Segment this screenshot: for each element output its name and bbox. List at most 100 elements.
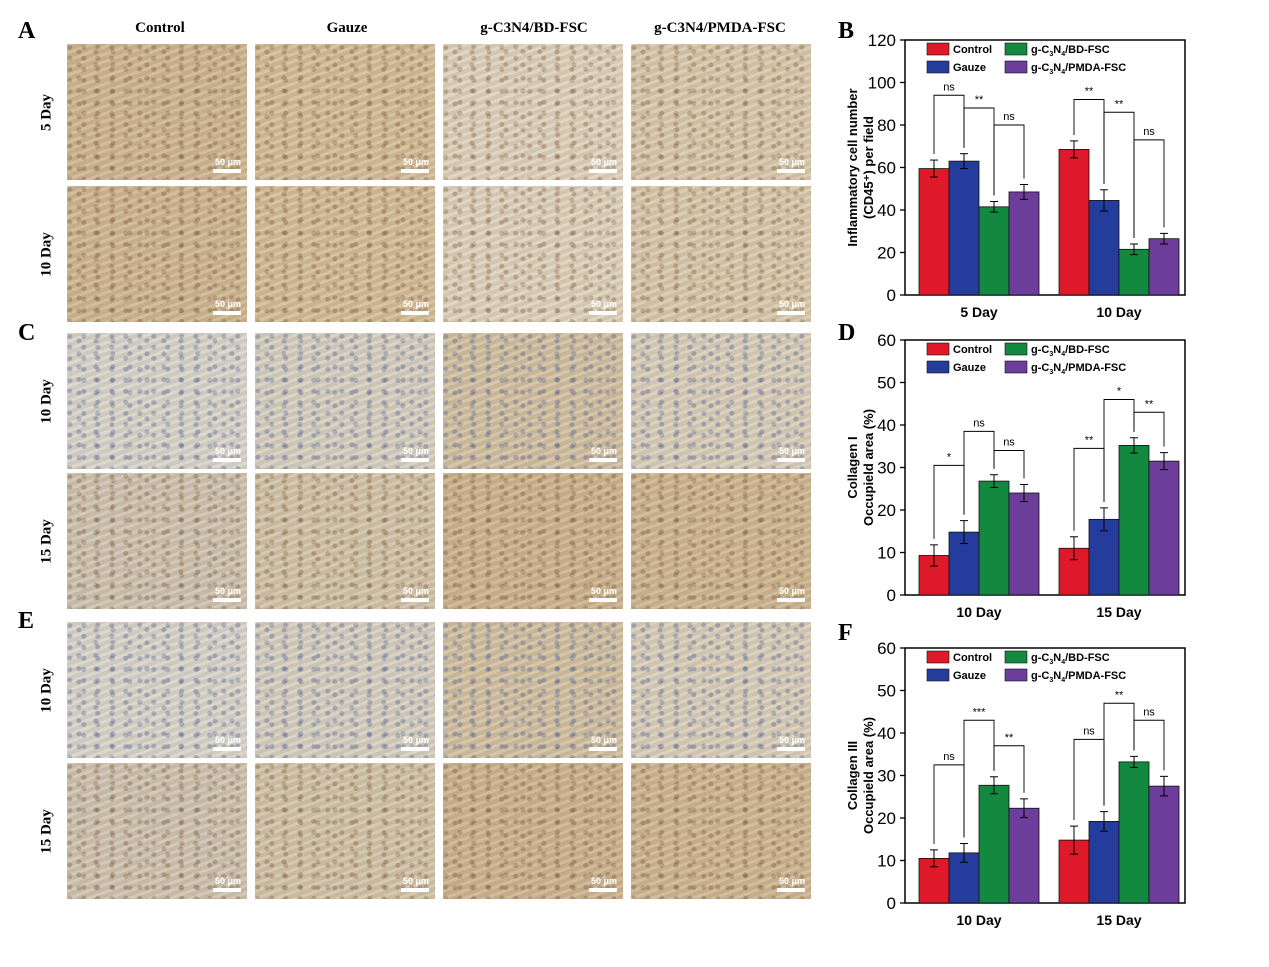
micrograph-tile: 50 μm — [443, 473, 623, 609]
scale-bar — [589, 169, 617, 173]
micrograph-tile: 50 μm — [443, 622, 623, 758]
legend-swatch-3 — [1004, 360, 1028, 374]
scale-bar — [777, 598, 805, 602]
significance-bracket — [1133, 139, 1165, 238]
row-label-a-0: 5 Day — [38, 93, 55, 132]
legend-label-0: Control — [953, 344, 992, 356]
scale-bar-label: 50 μm — [778, 157, 805, 167]
legend-label-part: g-C — [1031, 652, 1049, 664]
legend-label-part: N — [1053, 670, 1061, 682]
significance-bracket — [963, 430, 995, 515]
micrograph-tile: 50 μm — [67, 473, 247, 609]
bar-g-c3n4-bd-fsc — [1118, 445, 1150, 596]
legend-swatch-0 — [926, 342, 950, 356]
legend-label-3: g-C3N4/PMDA-FSC — [1031, 670, 1126, 684]
bar-gauze — [1088, 200, 1120, 296]
legend-label-part: 3 — [1049, 351, 1053, 358]
legend-label-part: g-C — [1031, 44, 1049, 56]
significance-bracket — [933, 464, 965, 539]
significance-label: ns — [1003, 437, 1015, 449]
scale-bar — [401, 311, 429, 315]
legend-label-1: Gauze — [953, 62, 986, 74]
scale-bar-label: 50 μm — [214, 299, 241, 309]
y-axis-label-line: (CD45⁺) per field — [861, 116, 876, 219]
significance-bracket — [1133, 411, 1165, 447]
x-tick-label: 15 Day — [1096, 604, 1141, 620]
column-header-control: Control — [135, 20, 185, 36]
significance-label: ns — [1143, 706, 1155, 718]
scale-bar-label: 50 μm — [778, 876, 805, 886]
significance-label: ** — [1085, 434, 1094, 446]
legend-label-part: g-C — [1031, 670, 1049, 682]
y-tick-label: 20 — [877, 501, 896, 520]
legend-label-2: g-C3N4/BD-FSC — [1031, 652, 1110, 666]
significance-bracket — [933, 764, 965, 844]
legend-label-part: N — [1053, 652, 1061, 664]
scale-bar-label: 50 μm — [214, 586, 241, 596]
micrograph-tile: 50 μm — [255, 186, 435, 322]
bar-g-c3n4-bd-fsc — [978, 206, 1010, 296]
scale-bar — [401, 747, 429, 751]
significance-bracket — [1133, 719, 1165, 771]
legend-label-2: g-C3N4/BD-FSC — [1031, 44, 1110, 58]
x-tick-label: 10 Day — [956, 604, 1001, 620]
scale-bar-label: 50 μm — [590, 157, 617, 167]
bar-control — [1058, 839, 1090, 904]
y-tick-label: 20 — [877, 244, 896, 263]
y-tick-label: 40 — [877, 724, 896, 743]
panel-letter-d: D — [838, 320, 856, 346]
row-label-e-4: 10 Day — [38, 668, 55, 713]
bar-g-c3n4-bd-fsc — [978, 480, 1010, 596]
legend-label-part: 4 — [1061, 659, 1065, 666]
significance-label: ** — [1005, 732, 1014, 744]
legend-label-part: 4 — [1061, 369, 1065, 376]
x-tick-label: 5 Day — [960, 304, 998, 320]
legend-swatch-2 — [1004, 42, 1028, 56]
y-tick-label: 120 — [868, 31, 896, 50]
legend-label-part: 3 — [1049, 69, 1053, 76]
legend-label-1: Gauze — [953, 670, 986, 682]
panel-letter-e: E — [18, 608, 35, 634]
scale-bar — [777, 458, 805, 462]
significance-bracket — [993, 745, 1025, 793]
y-tick-label: 40 — [877, 201, 896, 220]
micrograph-tile: 50 μm — [255, 44, 435, 180]
panel-letter-b: B — [838, 18, 855, 44]
legend-swatch-2 — [1004, 342, 1028, 356]
significance-label: ns — [1003, 111, 1015, 123]
legend-swatch-3 — [1004, 60, 1028, 74]
legend-label-3: g-C3N4/PMDA-FSC — [1031, 362, 1126, 376]
scale-bar — [777, 311, 805, 315]
significance-bracket — [1073, 738, 1105, 821]
scale-bar-label: 50 μm — [214, 446, 241, 456]
panel-letter-c: C — [18, 320, 36, 346]
scale-bar-label: 50 μm — [590, 299, 617, 309]
significance-bracket — [1073, 447, 1105, 531]
legend-label-part: /BD-FSC — [1065, 652, 1110, 664]
scale-bar-label: 50 μm — [214, 735, 241, 745]
bar-gauze — [1088, 518, 1120, 596]
scale-bar — [213, 169, 241, 173]
legend-label-part: g-C — [1031, 62, 1049, 74]
micrograph-tile: 50 μm — [255, 622, 435, 758]
bar-g-c3n4-pmda-fsc — [1008, 191, 1040, 296]
y-tick-label: 10 — [877, 852, 896, 871]
row-label-a-1: 10 Day — [38, 232, 55, 277]
legend-label-part: /PMDA-FSC — [1065, 670, 1126, 682]
scale-bar — [589, 598, 617, 602]
legend-label-part: 3 — [1049, 659, 1053, 666]
y-axis-label-line: Inflammatory cell number — [845, 88, 860, 246]
bar-g-c3n4-pmda-fsc — [1148, 460, 1180, 596]
legend-swatch-2 — [1004, 650, 1028, 664]
chart-inflammatory-cells: 0 20 40 60 80 100 120 Inflammatory cell number(… — [845, 31, 1186, 320]
significance-bracket — [993, 124, 1025, 196]
y-axis-label: Collagen IOccupield area (%) — [845, 409, 876, 526]
x-tick-label: 10 Day — [1096, 304, 1141, 320]
scale-bar — [401, 598, 429, 602]
legend-label-part: N — [1053, 62, 1061, 74]
legend-label-part: g-C — [1031, 362, 1049, 374]
significance-label: ns — [1083, 725, 1095, 737]
y-tick-label: 40 — [877, 416, 896, 435]
scale-bar-label: 50 μm — [778, 299, 805, 309]
y-tick-label: 0 — [887, 894, 896, 913]
